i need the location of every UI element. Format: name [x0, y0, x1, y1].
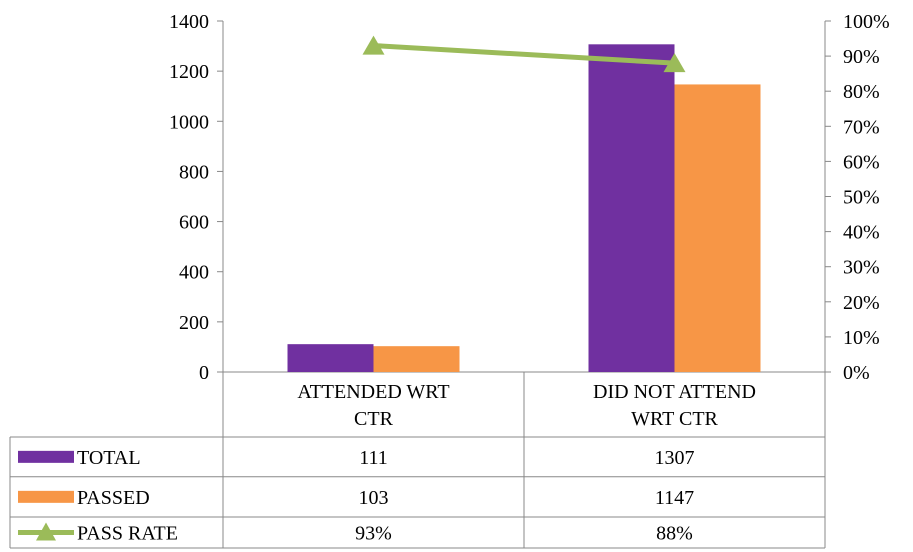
data-table-value: 1307	[655, 447, 695, 469]
right-axis-tick-label: 80%	[843, 81, 880, 103]
data-table-value: 103	[359, 487, 389, 509]
legend-key-total	[18, 450, 74, 463]
x-axis-category-label: DID NOT ATTEND	[593, 381, 756, 403]
left-axis-tick-label: 0	[199, 362, 209, 384]
data-table-value: 1147	[655, 487, 694, 509]
left-axis-tick-label: 1200	[169, 61, 209, 83]
x-axis-category-label: CTR	[354, 408, 394, 430]
pass-rate-line-group	[362, 35, 686, 73]
right-axis-tick-label: 50%	[843, 187, 880, 209]
pass-rate-line	[373, 43, 675, 66]
pass-rate-marker	[362, 35, 385, 55]
right-axis-tick-label: 90%	[843, 46, 880, 68]
legend-key-passed	[18, 490, 74, 503]
bars	[287, 44, 761, 372]
x-axis-category-label: ATTENDED WRT	[297, 381, 449, 403]
right-axis-tick-label: 100%	[843, 11, 890, 33]
right-axis-tick-label: 70%	[843, 116, 880, 138]
legend-series-name: PASSED	[77, 487, 150, 509]
data-table: ATTENDED WRT CTR DID NOT ATTEND WRT CTR TOTA…	[9, 372, 826, 549]
right-axis-tick-label: 60%	[843, 151, 880, 173]
left-axis-tick-label: 600	[179, 212, 209, 234]
legend-series-name: TOTAL	[77, 447, 141, 469]
right-axis-tick-label: 20%	[843, 292, 880, 314]
data-table-value: 88%	[656, 523, 693, 545]
bar-passed	[373, 346, 460, 372]
right-axis-tick-label: 10%	[843, 327, 880, 349]
axes: 0 200 400 600 800 1000 1200 1400 0% 10% 20% 30% 40% 5…	[169, 11, 890, 384]
right-axis-tick-label: 30%	[843, 257, 880, 279]
left-axis-tick-label: 1000	[169, 111, 209, 133]
left-axis-tick-label: 1400	[169, 11, 209, 33]
bar-passed	[674, 84, 761, 372]
left-axis-tick-label: 200	[179, 312, 209, 334]
pass-rate-marker	[663, 53, 686, 73]
bar-total	[287, 344, 374, 372]
bar-total	[588, 44, 675, 372]
data-table-value: 93%	[355, 523, 392, 545]
legend-series-name: PASS RATE	[77, 523, 178, 545]
left-axis-tick-label: 400	[179, 262, 209, 284]
right-axis-tick-label: 40%	[843, 222, 880, 244]
left-axis-tick-label: 800	[179, 161, 209, 183]
right-axis-tick-label: 0%	[843, 362, 870, 384]
data-table-value: 111	[359, 447, 388, 469]
x-axis-category-label: WRT CTR	[631, 408, 718, 430]
legend-key-pass-rate-marker	[36, 522, 56, 541]
